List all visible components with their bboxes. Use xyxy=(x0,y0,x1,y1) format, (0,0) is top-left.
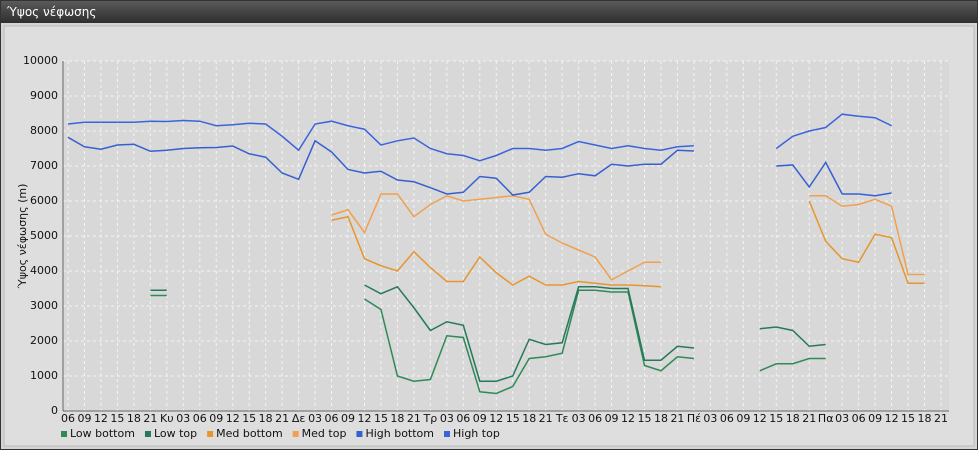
x-tick-label: Τε xyxy=(555,412,569,425)
x-tick-label: 21 xyxy=(539,412,553,425)
y-tick-label: 0 xyxy=(51,404,58,417)
x-tick-label: 09 xyxy=(473,412,487,425)
x-tick-label: 03 xyxy=(835,412,849,425)
x-tick-label: 18 xyxy=(522,412,536,425)
x-tick-label: 03 xyxy=(703,412,717,425)
series-line xyxy=(808,200,925,284)
x-tick-label: 12 xyxy=(753,412,767,425)
x-tick-label: 15 xyxy=(901,412,915,425)
x-tick-label: 15 xyxy=(242,412,256,425)
series-line xyxy=(67,119,694,162)
legend-swatch xyxy=(444,431,450,437)
x-tick-label: 21 xyxy=(407,412,421,425)
x-tick-label: 21 xyxy=(275,412,289,425)
legend-swatch xyxy=(292,431,299,437)
y-tick-label: 5000 xyxy=(30,229,58,242)
x-tick-label: 12 xyxy=(885,412,899,425)
x-tick-label: 06 xyxy=(325,412,339,425)
x-tick-label: 15 xyxy=(638,412,652,425)
x-tick-label: 15 xyxy=(769,412,783,425)
x-tick-label: 09 xyxy=(868,412,882,425)
series-line xyxy=(364,284,695,382)
legend-label: Low top xyxy=(154,427,197,440)
series-line xyxy=(331,215,662,288)
x-tick-label: 21 xyxy=(670,412,684,425)
x-tick-label: 06 xyxy=(193,412,207,425)
x-tick-label: 12 xyxy=(489,412,503,425)
x-tick-label: 12 xyxy=(621,412,635,425)
x-tick-label: 18 xyxy=(127,412,141,425)
y-tick-label: 7000 xyxy=(30,159,58,172)
x-tick-label: Πα xyxy=(818,412,834,425)
x-tick-label: 18 xyxy=(259,412,273,425)
x-tick-label: 09 xyxy=(736,412,750,425)
legend-swatch xyxy=(207,431,214,437)
y-tick-label: 10000 xyxy=(23,54,58,67)
x-tick-label: 15 xyxy=(110,412,124,425)
chart: Ύψος νέφωσης (m) 0 1000 2000 3000 4000 5000 60… xyxy=(3,25,975,447)
x-tick-label: 15 xyxy=(374,412,388,425)
x-tick-label: 12 xyxy=(94,412,108,425)
x-tick-label: 09 xyxy=(605,412,619,425)
y-tick-label: 9000 xyxy=(30,89,58,102)
x-tick-label: 15 xyxy=(506,412,520,425)
y-tick-label: 8000 xyxy=(30,124,58,137)
series-line xyxy=(775,113,892,150)
x-tick-label: 09 xyxy=(341,412,355,425)
legend-swatch xyxy=(61,431,67,437)
x-tick-label: 03 xyxy=(572,412,586,425)
legend-label: Med bottom xyxy=(216,427,283,440)
title-bar: Ύψος νέφωσης xyxy=(1,1,977,23)
x-tick-label: 03 xyxy=(176,412,190,425)
x-tick-label: 06 xyxy=(720,412,734,425)
x-tick-label: 03 xyxy=(308,412,322,425)
x-tick-label: Δε xyxy=(292,412,306,425)
x-tick-label: 06 xyxy=(456,412,470,425)
series-line xyxy=(776,161,892,197)
x-tick-label: 09 xyxy=(77,412,91,425)
x-tick-label: 06 xyxy=(852,412,866,425)
x-tick-label: 12 xyxy=(357,412,371,425)
y-axis-label: Ύψος νέφωσης (m) xyxy=(16,184,29,290)
x-tick-label: 06 xyxy=(588,412,602,425)
series-line xyxy=(364,289,695,395)
legend-label: High top xyxy=(453,427,500,440)
legend-label: Low bottom xyxy=(70,427,135,440)
series-line xyxy=(759,326,826,348)
legend-label: High bottom xyxy=(365,427,434,440)
series-line xyxy=(809,195,925,276)
legend-swatch xyxy=(356,431,363,437)
x-tick-label: 06 xyxy=(61,412,75,425)
x-tick-label: 12 xyxy=(226,412,240,425)
x-tick-label: Τρ xyxy=(423,412,438,425)
y-tick-label: 3000 xyxy=(30,299,58,312)
x-tick-label: 18 xyxy=(390,412,404,425)
y-tick-label: 6000 xyxy=(30,194,58,207)
legend-label: Med top xyxy=(302,427,347,440)
x-tick-label: 21 xyxy=(802,412,816,425)
x-tick-label: 03 xyxy=(440,412,454,425)
x-tick-label: 18 xyxy=(654,412,668,425)
series-line xyxy=(331,193,661,281)
x-tick-label: Κυ xyxy=(160,412,174,425)
y-tick-label: 2000 xyxy=(30,334,58,347)
x-tick-label: 21 xyxy=(934,412,948,425)
x-tick-label: Πέ xyxy=(687,412,701,425)
x-tick-label: 21 xyxy=(143,412,157,425)
series-line xyxy=(759,357,826,372)
series-line xyxy=(67,136,694,196)
x-tick-label: 18 xyxy=(918,412,932,425)
y-tick-label: 1000 xyxy=(30,369,58,382)
y-tick-label: 4000 xyxy=(30,264,58,277)
x-tick-label: 18 xyxy=(786,412,800,425)
legend-swatch xyxy=(144,431,151,437)
x-tick-label: 09 xyxy=(209,412,223,425)
